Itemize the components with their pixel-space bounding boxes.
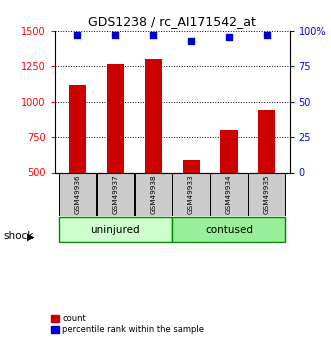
Point xyxy=(113,32,118,38)
Text: GSM49937: GSM49937 xyxy=(112,175,118,214)
FancyBboxPatch shape xyxy=(248,173,285,216)
FancyBboxPatch shape xyxy=(211,173,248,216)
Text: shock: shock xyxy=(3,231,34,241)
Bar xyxy=(259,110,275,172)
Text: GSM49936: GSM49936 xyxy=(74,175,80,214)
Bar xyxy=(182,160,200,172)
Text: uninjured: uninjured xyxy=(90,225,140,235)
Point xyxy=(151,32,156,38)
Text: GSM49933: GSM49933 xyxy=(188,175,194,214)
FancyBboxPatch shape xyxy=(135,173,172,216)
Text: GSM49934: GSM49934 xyxy=(226,175,232,214)
Text: GSM49938: GSM49938 xyxy=(150,175,156,214)
Bar xyxy=(107,63,124,172)
Legend: count, percentile rank within the sample: count, percentile rank within the sample xyxy=(47,310,208,337)
FancyBboxPatch shape xyxy=(59,217,172,242)
FancyBboxPatch shape xyxy=(59,173,96,216)
Text: contused: contused xyxy=(205,225,253,235)
Point xyxy=(188,38,194,44)
FancyBboxPatch shape xyxy=(97,173,134,216)
FancyBboxPatch shape xyxy=(172,173,210,216)
Point xyxy=(75,32,80,38)
FancyBboxPatch shape xyxy=(172,217,285,242)
Point xyxy=(226,34,232,39)
Point xyxy=(264,32,269,38)
Bar xyxy=(220,130,238,172)
Bar xyxy=(69,85,86,172)
Title: GDS1238 / rc_AI171542_at: GDS1238 / rc_AI171542_at xyxy=(88,16,256,29)
Text: GSM49935: GSM49935 xyxy=(264,175,270,214)
Bar xyxy=(145,59,162,172)
Text: ▶: ▶ xyxy=(27,231,35,241)
